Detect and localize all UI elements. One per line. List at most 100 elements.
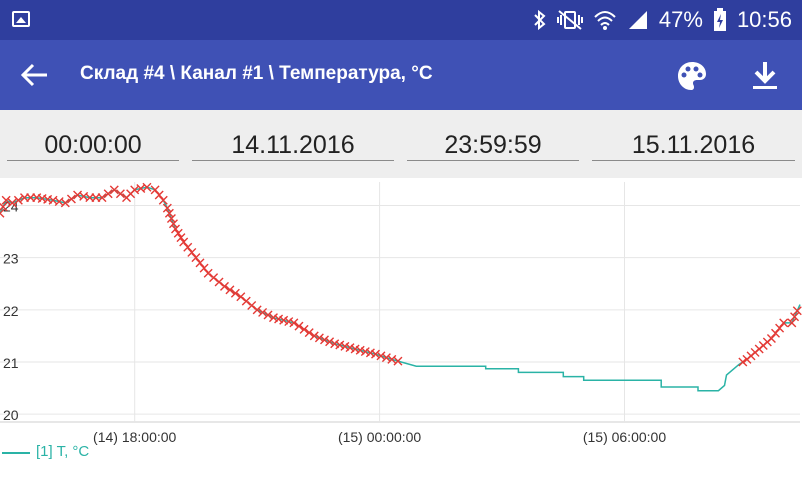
- data-point-marker: [309, 331, 319, 341]
- data-point-marker: [393, 356, 403, 366]
- data-point-marker: [171, 224, 181, 234]
- data-point-marker: [1, 195, 11, 205]
- data-point-marker: [294, 321, 304, 331]
- palette-icon[interactable]: [676, 60, 708, 92]
- data-point-marker: [158, 195, 168, 205]
- wifi-icon: [594, 11, 616, 30]
- data-point-marker: [199, 263, 209, 273]
- data-point-marker: [779, 318, 789, 328]
- data-point-marker: [738, 357, 748, 367]
- series-line: [0, 186, 801, 392]
- status-icons: 47% 10:56: [533, 0, 792, 40]
- chart-grid: [0, 182, 800, 423]
- data-point-marker: [187, 247, 197, 257]
- data-point-marker: [60, 198, 70, 208]
- x-tick-label: (15) 00:00:00: [338, 429, 421, 445]
- data-point-marker: [335, 340, 345, 350]
- data-point-marker: [203, 268, 213, 278]
- data-point-marker: [314, 333, 324, 343]
- data-point-marker: [142, 182, 152, 192]
- back-arrow-icon[interactable]: [20, 61, 50, 89]
- start-time-field[interactable]: 00:00:00: [7, 126, 179, 161]
- data-point-marker: [225, 285, 235, 295]
- x-tick-label: (14) 18:00:00: [93, 429, 176, 445]
- data-point-marker: [247, 300, 257, 310]
- battery-percent: 47%: [658, 7, 703, 32]
- data-point-marker: [176, 233, 186, 243]
- data-point-marker: [97, 193, 107, 203]
- data-point-marker: [365, 348, 375, 358]
- series-path: [0, 186, 801, 392]
- x-tick-label: (15) 06:00:00: [583, 429, 666, 445]
- data-point-marker: [263, 310, 273, 320]
- data-point-marker: [166, 214, 176, 224]
- data-point-marker: [258, 307, 268, 317]
- end-date-field[interactable]: 15.11.2016: [592, 126, 795, 161]
- data-point-marker: [66, 194, 76, 204]
- data-point-marker: [766, 334, 776, 344]
- data-point-marker: [284, 317, 294, 327]
- data-point-marker: [236, 292, 246, 302]
- data-point-marker: [109, 185, 119, 195]
- clock: 10:56: [736, 7, 792, 32]
- data-point-marker: [214, 277, 224, 287]
- y-tick-label: 21: [3, 355, 19, 371]
- data-point-marker: [103, 189, 113, 199]
- legend-label: [1] T, °C: [36, 443, 90, 460]
- status-bar: 47% 10:56: [0, 0, 802, 40]
- data-point-marker: [325, 337, 335, 347]
- image-icon: [12, 11, 30, 27]
- data-point-marker: [274, 314, 284, 324]
- y-tick-label: 22: [3, 303, 19, 319]
- data-point-marker: [115, 189, 125, 199]
- data-point-marker: [183, 242, 193, 252]
- data-point-marker: [191, 253, 201, 263]
- data-point-marker: [279, 315, 289, 325]
- series-markers: [0, 182, 802, 367]
- data-point-marker: [350, 344, 360, 354]
- data-point-marker: [787, 318, 797, 328]
- data-point-marker: [304, 328, 314, 338]
- data-point-marker: [173, 228, 183, 238]
- legend-swatch: [2, 452, 30, 454]
- data-point-marker: [299, 324, 309, 334]
- data-point-marker: [355, 345, 365, 355]
- download-icon[interactable]: [750, 60, 780, 92]
- battery-charging-icon: [713, 8, 726, 31]
- data-point-marker: [241, 296, 251, 306]
- y-tick-label: 23: [3, 251, 19, 267]
- data-point-marker: [360, 347, 370, 357]
- data-point-marker: [771, 328, 781, 338]
- data-point-marker: [219, 281, 229, 291]
- data-point-marker: [162, 203, 172, 213]
- page-title: Склад #4 \ Канал #1 \ Температура, °C: [80, 63, 433, 84]
- data-point-marker: [371, 349, 381, 359]
- data-point-marker: [340, 341, 350, 351]
- vibrate-icon: [556, 10, 583, 30]
- data-point-marker: [150, 185, 160, 195]
- data-point-marker: [209, 273, 219, 283]
- date-range-filter: 00:00:00 14.11.2016 23:59:59 15.11.2016: [0, 110, 802, 178]
- data-point-marker: [319, 335, 329, 345]
- data-point-marker: [330, 339, 340, 349]
- data-point-marker: [252, 305, 262, 315]
- data-point-marker: [792, 306, 802, 316]
- data-point-marker: [790, 312, 800, 322]
- data-point-marker: [195, 258, 205, 268]
- data-point-marker: [775, 323, 785, 333]
- data-point-marker: [168, 219, 178, 229]
- data-point-marker: [0, 202, 8, 212]
- bluetooth-icon: [534, 9, 546, 31]
- data-point-marker: [0, 208, 5, 218]
- x-axis-labels: (14) 18:00:00 (15) 00:00:00 (15) 06:00:00: [93, 429, 666, 445]
- app-bar: Склад #4 \ Канал #1 \ Температура, °C: [0, 40, 802, 110]
- signal-icon: [628, 11, 647, 29]
- y-tick-label: 20: [3, 407, 19, 423]
- data-point-marker: [154, 190, 164, 200]
- start-date-field[interactable]: 14.11.2016: [192, 126, 394, 161]
- data-point-marker: [230, 288, 240, 298]
- end-time-field[interactable]: 23:59:59: [407, 126, 579, 161]
- data-point-marker: [164, 208, 174, 218]
